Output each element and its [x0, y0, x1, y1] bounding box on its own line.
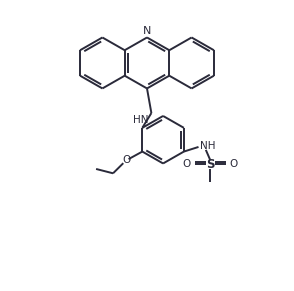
- Text: HN: HN: [133, 115, 148, 125]
- Text: S: S: [206, 158, 214, 171]
- Text: N: N: [143, 26, 151, 36]
- Text: NH: NH: [200, 141, 216, 151]
- Text: O: O: [230, 159, 238, 169]
- Text: O: O: [122, 155, 130, 165]
- Text: O: O: [182, 159, 191, 169]
